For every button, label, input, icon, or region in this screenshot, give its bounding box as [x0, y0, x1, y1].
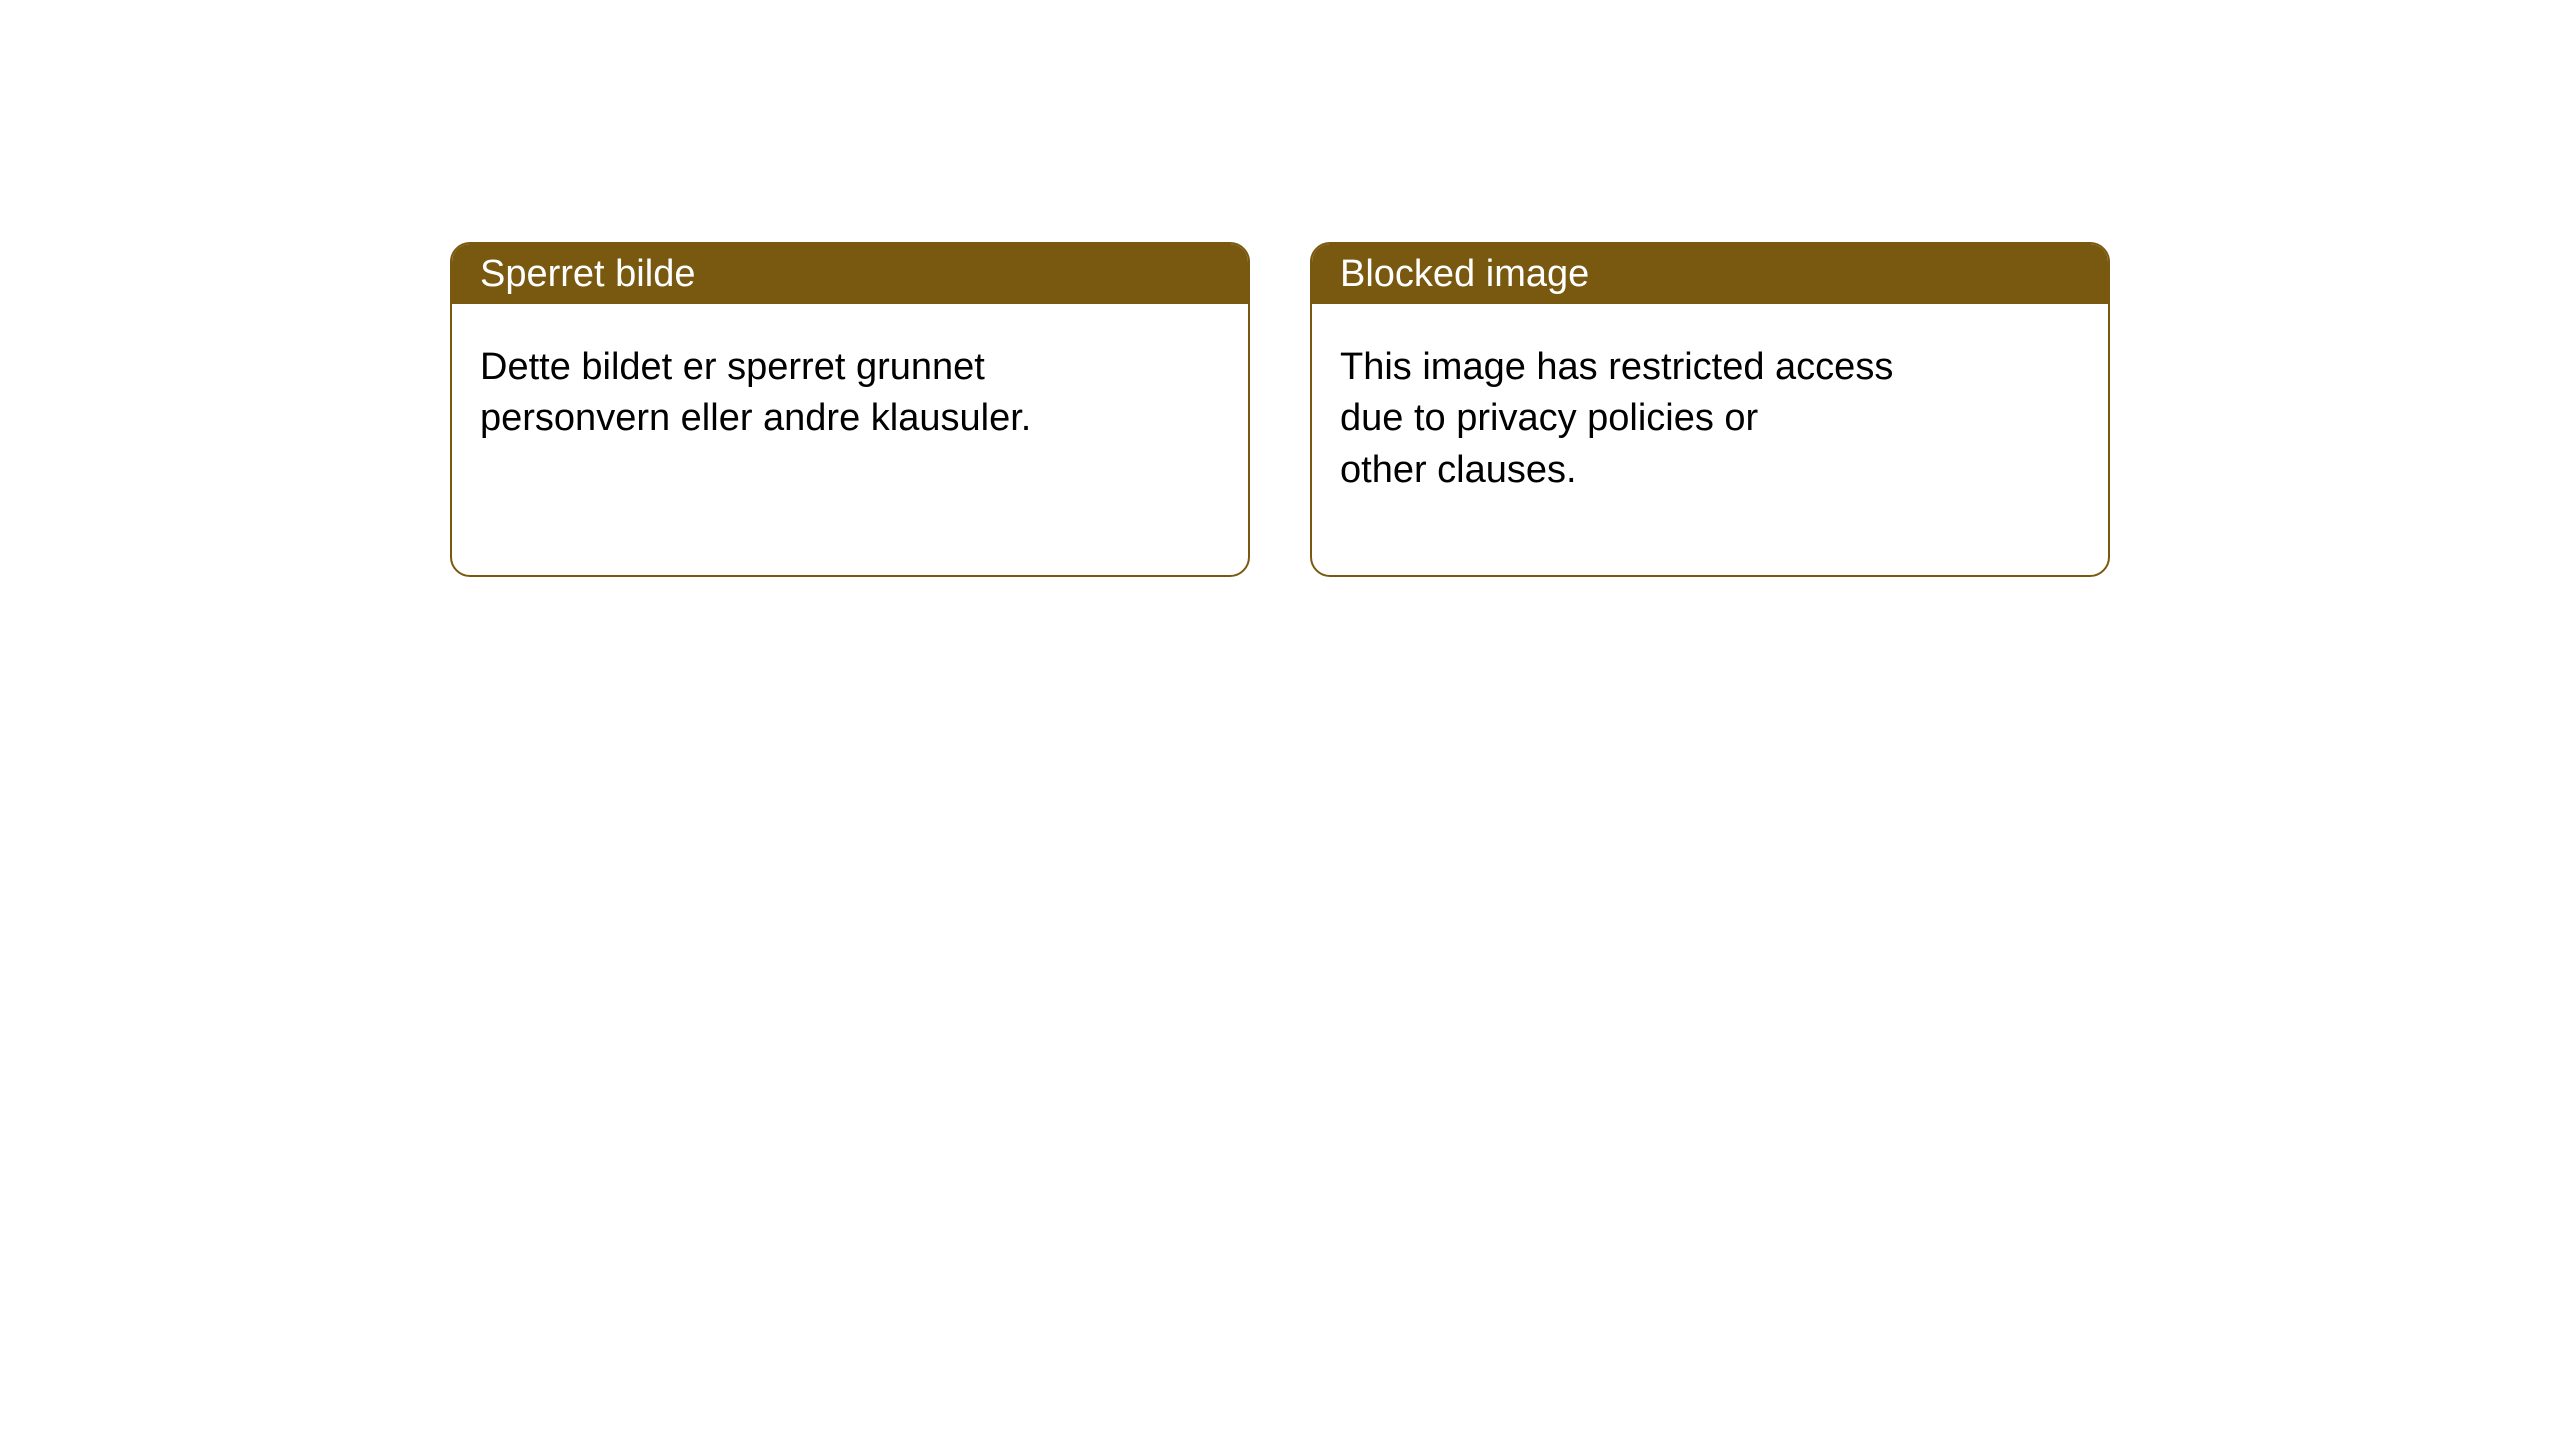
notice-card-english: Blocked image This image has restricted … — [1310, 242, 2110, 577]
notice-card-norwegian: Sperret bilde Dette bildet er sperret gr… — [450, 242, 1250, 577]
notice-card-title: Blocked image — [1312, 244, 2108, 304]
notice-card-title: Sperret bilde — [452, 244, 1248, 304]
notice-card-body: This image has restricted access due to … — [1312, 304, 2108, 534]
notice-card-body: Dette bildet er sperret grunnet personve… — [452, 304, 1248, 483]
notice-row: Sperret bilde Dette bildet er sperret gr… — [0, 0, 2560, 577]
